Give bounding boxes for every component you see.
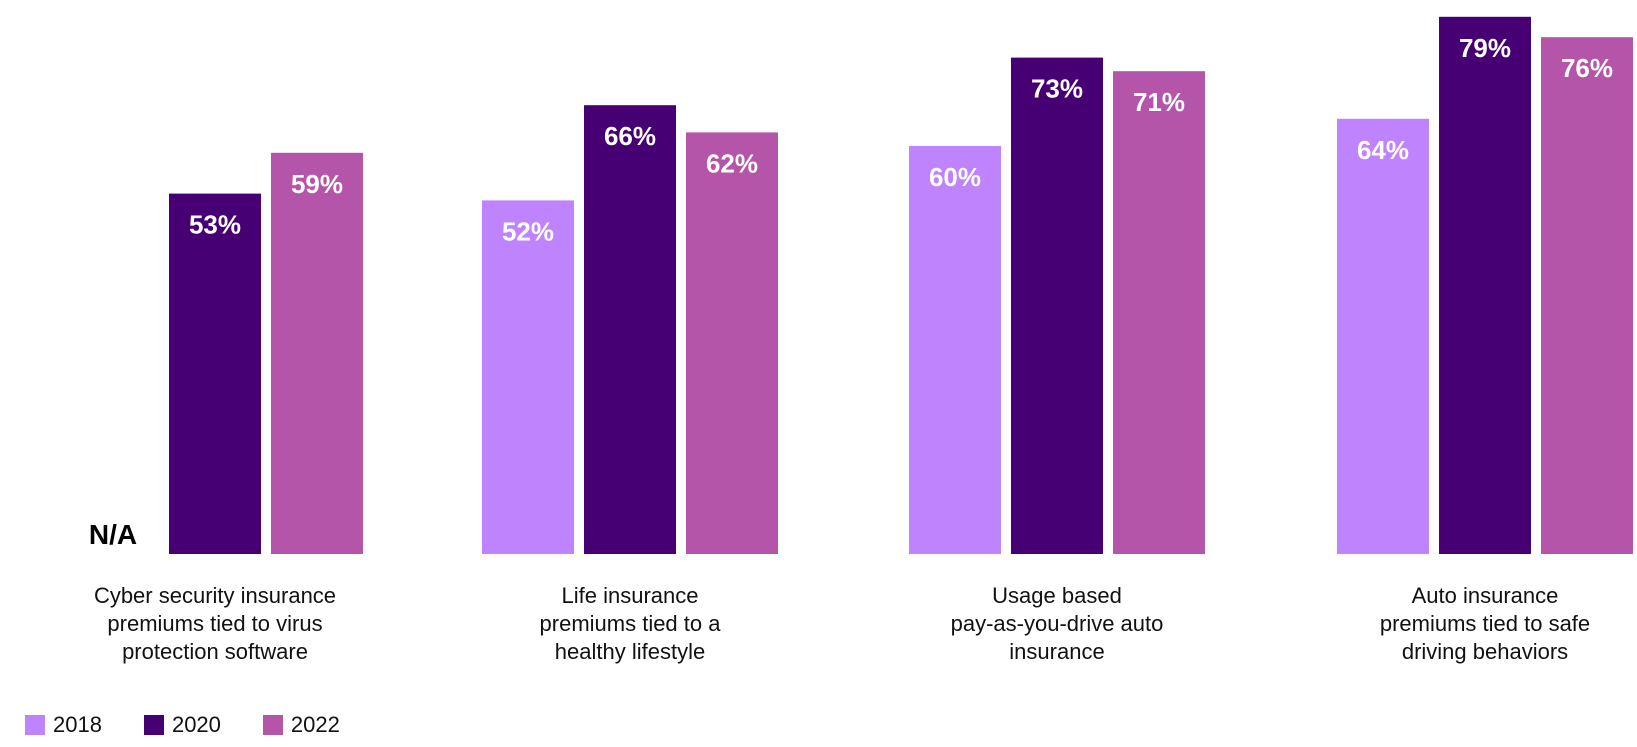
bar-2020-4 bbox=[1439, 16, 1531, 555]
bar-value-label: 64% bbox=[1357, 135, 1409, 165]
bar-2020-3 bbox=[1011, 57, 1103, 554]
category-label-line: Auto insurance bbox=[1411, 583, 1559, 608]
bar-value-label: 53% bbox=[189, 210, 241, 240]
category-label: Cyber security insurance premiums tied to… bbox=[55, 582, 375, 666]
legend-label: 2022 bbox=[290, 712, 340, 737]
category-label-line: Life insurance bbox=[561, 583, 699, 608]
category-label-line: Cyber security insurance bbox=[93, 583, 337, 608]
bar-value-label: 71% bbox=[1133, 87, 1185, 117]
bar-value-label: 79% bbox=[1459, 33, 1511, 63]
legend-item-2018: 2018 bbox=[25, 712, 102, 738]
bar-2020-2 bbox=[584, 105, 676, 554]
category-label: Usage based pay-as-you-drive auto insuranc… bbox=[897, 582, 1217, 666]
legend-swatch bbox=[262, 715, 283, 735]
legend-label: 2018 bbox=[53, 712, 102, 737]
bar-value-label: 76% bbox=[1561, 53, 1613, 83]
bar-2022-3 bbox=[1113, 71, 1205, 554]
bar-2018-3 bbox=[909, 146, 1001, 554]
bar-2022-4 bbox=[1541, 37, 1633, 554]
bar-value-label: 62% bbox=[706, 148, 758, 178]
legend-swatch bbox=[25, 715, 45, 735]
bar-label-na: N/A bbox=[89, 519, 137, 550]
category-label-line: premiums tied to virus bbox=[107, 611, 323, 636]
legend: 2018 2020 2022 bbox=[25, 712, 382, 738]
bar-2022-1 bbox=[271, 152, 363, 555]
category-label: Auto insurance premiums tied to safe drivi… bbox=[1325, 582, 1637, 666]
category-label-line: healthy lifestyle bbox=[554, 639, 706, 664]
bar-value-label: 73% bbox=[1031, 74, 1083, 104]
bar-2020-1 bbox=[169, 193, 261, 554]
category-label: Life insurance premiums tied to a healthy … bbox=[470, 582, 790, 666]
category-label-line: pay-as-you-drive auto bbox=[950, 611, 1164, 636]
bar-value-label: 52% bbox=[502, 216, 554, 246]
legend-label: 2020 bbox=[171, 712, 221, 737]
bar-value-label: 59% bbox=[291, 169, 343, 199]
bar-value-label: 60% bbox=[929, 162, 981, 192]
category-label-line: insurance bbox=[1009, 639, 1105, 664]
bar-value-label: 66% bbox=[604, 121, 656, 151]
bar-2018-4 bbox=[1337, 118, 1429, 555]
legend-item-2022: 2022 bbox=[262, 712, 340, 738]
legend-swatch bbox=[143, 715, 164, 735]
category-label-line: protection software bbox=[122, 639, 308, 664]
category-label-line: driving behaviors bbox=[1401, 639, 1569, 664]
bar-2022-2 bbox=[686, 132, 778, 554]
category-label-line: Usage based bbox=[992, 583, 1122, 608]
legend-item-2020: 2020 bbox=[143, 712, 221, 738]
category-label-line: premiums tied to safe bbox=[1379, 611, 1591, 636]
category-label-line: premiums tied to a bbox=[539, 611, 721, 636]
bar-2018-2 bbox=[482, 200, 574, 554]
